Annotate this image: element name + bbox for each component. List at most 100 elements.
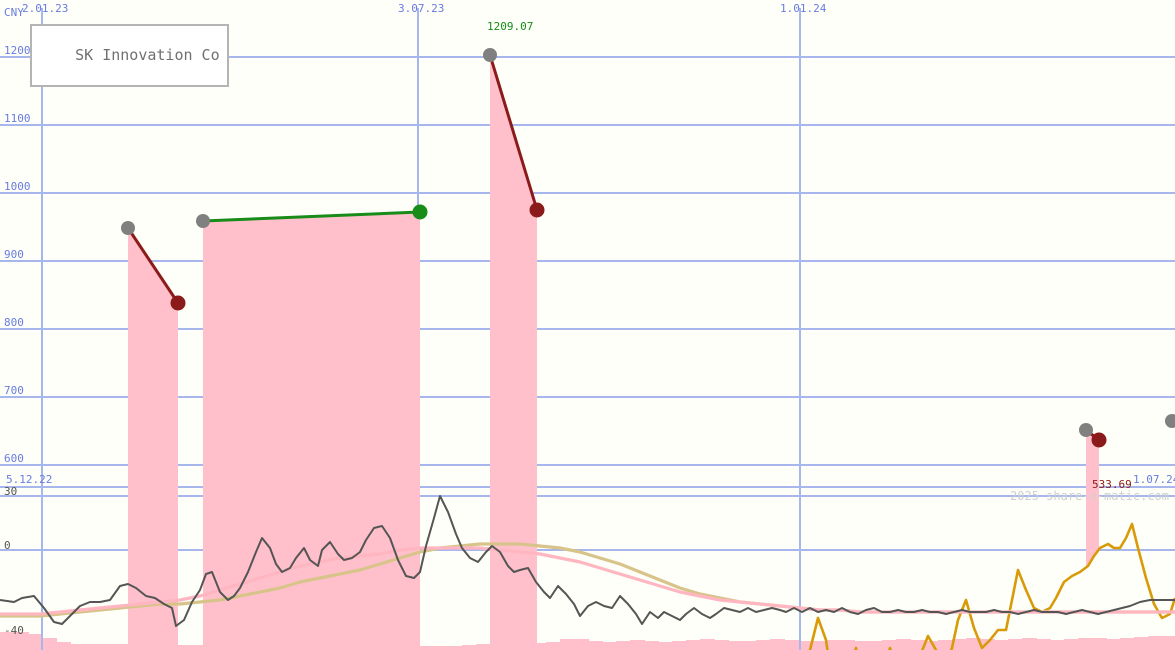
chart-title-box: SK Innovation Co <box>30 24 229 87</box>
oscillator-histogram-bar <box>980 639 995 650</box>
oscillator-histogram-bar <box>644 641 659 650</box>
oscillator-histogram-bar <box>742 641 757 650</box>
oscillator-histogram-bar <box>1050 640 1065 650</box>
price-tick-700: 700 <box>4 384 24 397</box>
oscillator-histogram-bar <box>462 645 477 650</box>
oscillator-histogram-bar <box>0 632 15 650</box>
oscillator-histogram-bar <box>1148 636 1163 650</box>
oscillator-histogram-bar <box>574 639 589 650</box>
oscillator-histogram-bar <box>42 638 57 650</box>
oscillator-histogram-bar <box>84 644 99 650</box>
oscillator-histogram-bar <box>1106 639 1121 650</box>
trade-exit-marker-loss[interactable] <box>170 295 186 311</box>
price-line <box>808 522 1175 650</box>
currency-axis-label: CNY <box>4 6 24 19</box>
page-title: SK Innovation Co <box>75 46 220 64</box>
oscillator-histogram-bar <box>434 646 449 650</box>
oscillator-histogram-bar <box>700 639 715 650</box>
oscillator-oscillator-line <box>0 495 1175 627</box>
oscillator-histogram-bar <box>1162 636 1175 650</box>
trade-exit-marker-profit[interactable] <box>412 204 428 220</box>
trade-exit-marker-loss[interactable] <box>1091 432 1107 448</box>
date-tick-5.12.22: 5.12.22 <box>6 473 53 486</box>
oscillator-histogram-bar <box>70 644 85 650</box>
oscillator-histogram-bar <box>560 639 575 650</box>
oscillator-histogram-bar <box>1022 638 1037 650</box>
oscillator-histogram-bar <box>966 638 981 650</box>
oscillator-histogram-bar <box>532 643 547 650</box>
oscillator-histogram-bar <box>588 641 603 650</box>
oscillator-histogram-bar <box>672 641 687 650</box>
trade-exit-marker-loss[interactable] <box>529 202 545 218</box>
oscillator-histogram-bar <box>770 639 785 650</box>
price-tick-600: 600 <box>4 452 24 465</box>
date-tick-1.01.24: 1.01.24 <box>780 2 827 15</box>
low-price-label: 533.69 <box>1092 478 1132 491</box>
oscillator-histogram-bar <box>784 640 799 650</box>
trade-connector-loss <box>126 227 180 304</box>
trade-connector-loss <box>488 54 539 211</box>
date-tick-3.07.23: 3.07.23 <box>398 2 445 15</box>
oscillator-tick--40: -40 <box>4 624 24 637</box>
oscillator-histogram-bar <box>1064 639 1079 650</box>
oscillator-histogram-bar <box>28 634 43 650</box>
oscillator-histogram-bar <box>952 639 967 650</box>
trade-entry-marker[interactable] <box>1165 414 1175 428</box>
trade-entry-marker[interactable] <box>483 48 497 62</box>
price-tick-1000: 1000 <box>4 180 31 193</box>
oscillator-histogram-bar <box>896 639 911 650</box>
oscillator-histogram-bar <box>420 646 435 650</box>
date-tick-2.01.23: 2.01.23 <box>22 2 69 15</box>
oscillator-histogram-bar <box>476 644 491 650</box>
trade-entry-marker[interactable] <box>196 214 210 228</box>
oscillator-histogram-bar <box>840 640 855 650</box>
oscillator-tick-0: 0 <box>4 539 11 552</box>
oscillator-histogram-bar <box>882 640 897 650</box>
oscillator-histogram-bar <box>98 644 113 650</box>
trade-region-loss <box>490 55 537 650</box>
peak-price-label: 1209.07 <box>487 20 534 33</box>
price-tick-1200: 1200 <box>4 44 31 57</box>
oscillator-histogram-bar <box>938 640 953 650</box>
watermark: 2025 share-o-matic.com <box>1010 489 1169 503</box>
oscillator-histogram-bar <box>182 645 197 650</box>
trade-entry-marker[interactable] <box>121 221 135 235</box>
oscillator-histogram-bar <box>602 642 617 650</box>
date-tick-1.07.24: 1.07.24 <box>1133 473 1175 486</box>
oscillator-histogram-bar <box>1008 639 1023 650</box>
trade-connector-profit <box>202 210 421 223</box>
oscillator-histogram-bar <box>56 642 71 650</box>
oscillator-histogram-bar <box>112 644 127 650</box>
oscillator-histogram-bar <box>1078 638 1093 650</box>
price-tick-900: 900 <box>4 248 24 261</box>
oscillator-histogram-bar <box>616 641 631 650</box>
oscillator-histogram-bar <box>630 640 645 650</box>
oscillator-histogram-bar <box>910 640 925 650</box>
oscillator-histogram-bar <box>14 632 29 650</box>
price-tick-800: 800 <box>4 316 24 329</box>
oscillator-histogram-bar <box>798 641 813 650</box>
oscillator-histogram-bar <box>994 640 1009 650</box>
oscillator-histogram-bar <box>1120 638 1135 650</box>
oscillator-histogram-bar <box>826 640 841 650</box>
oscillator-histogram-bar <box>714 640 729 650</box>
oscillator-histogram-bar <box>1134 637 1149 650</box>
oscillator-histogram-bar <box>812 641 827 650</box>
oscillator-histogram-bar <box>686 640 701 650</box>
trade-region-loss <box>128 228 178 650</box>
oscillator-histogram-bar <box>658 642 673 650</box>
trade-entry-marker[interactable] <box>1079 423 1093 437</box>
trade-region-loss <box>1086 430 1099 568</box>
price-tick-1100: 1100 <box>4 112 31 125</box>
oscillator-histogram-bar <box>1036 639 1051 650</box>
oscillator-histogram-bar <box>924 641 939 650</box>
oscillator-histogram-bar <box>448 646 463 650</box>
oscillator-histogram-bar <box>868 641 883 650</box>
oscillator-histogram-bar <box>854 641 869 650</box>
oscillator-histogram-bar <box>546 642 561 650</box>
oscillator-histogram-bar <box>1092 638 1107 650</box>
oscillator-histogram-bar <box>756 640 771 650</box>
